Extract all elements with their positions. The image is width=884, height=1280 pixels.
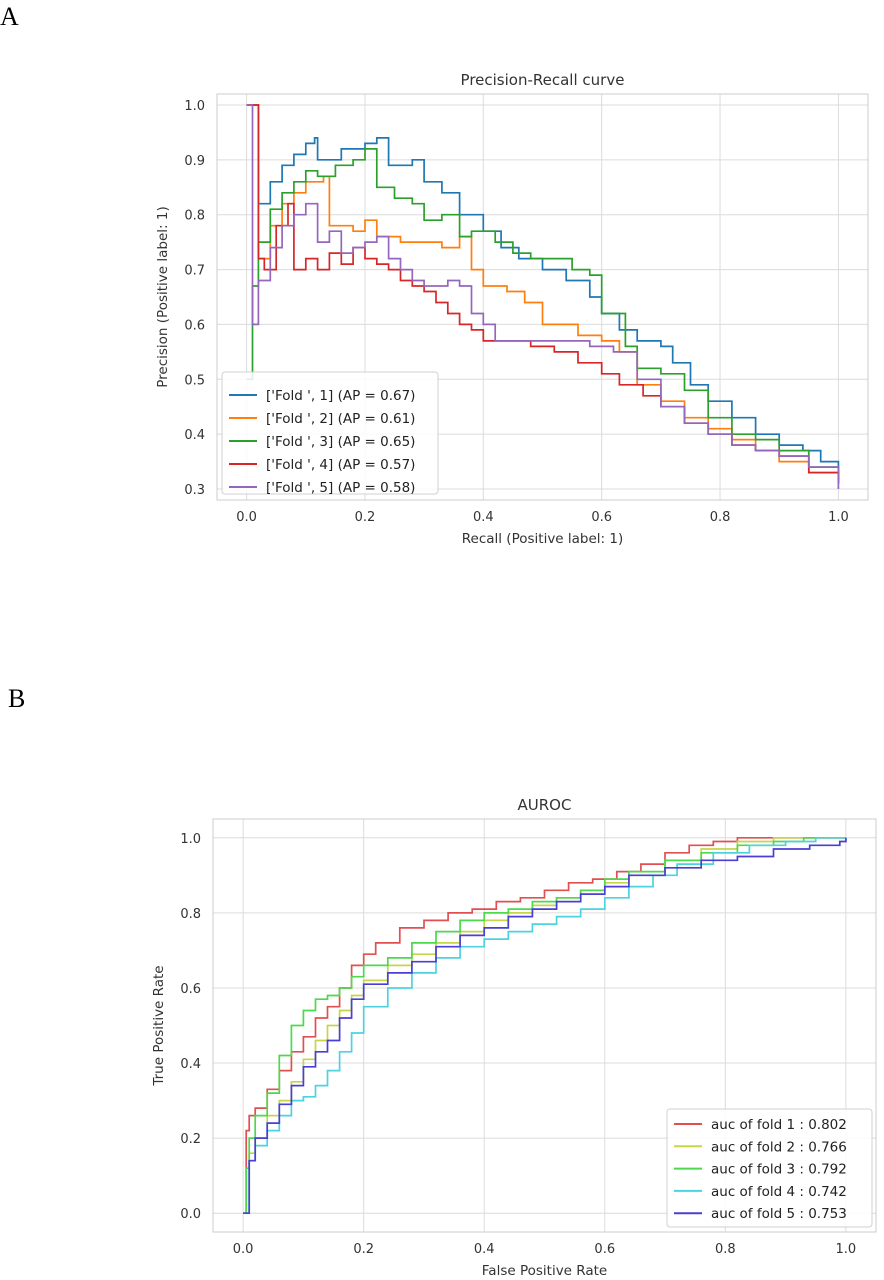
y-tick-label: 0.4 [184,428,205,443]
legend-label: auc of fold 5 : 0.753 [711,1206,847,1222]
legend-label: ['Fold ', 2] (AP = 0.61) [266,411,415,427]
legend-label: auc of fold 4 : 0.742 [711,1184,847,1200]
x-tick-label: 0.2 [355,510,376,525]
y-tick-label: 0.7 [184,264,205,279]
chart-1: 0.0 0.2 0.4 0.6 0.8 1.0 0.3 0.4 0.5 0.6 0.7 0.8 0.9 1… [155,71,869,547]
series-line-fold-5 [246,104,840,489]
x-tick-label: 0.4 [474,1242,495,1257]
chart-2: 0.0 0.2 0.4 0.6 0.8 1.0 0.0 0.2 0.4 0.6 0.8 1.0 AURO… [151,796,877,1279]
y-tick-label: 0.5 [184,373,205,388]
series-line-fold-1 [246,104,840,473]
panel-letter-b: B [8,684,26,713]
y-axis-label: True Positive Rate [151,965,167,1086]
y-axis-label: Precision (Positive label: 1) [155,206,171,387]
chart-title: AUROC [518,796,572,814]
legend-box [221,371,439,495]
y-tick-label: 0.8 [180,907,201,922]
plot-frame [216,93,869,501]
x-tick-label: 0.0 [233,1242,254,1257]
legend-label: auc of fold 2 : 0.766 [711,1139,847,1155]
series-line-fold-4 [243,836,846,1215]
y-tick-label: 0.6 [180,982,201,997]
x-tick-label: 1.0 [828,510,849,525]
y-tick-label: 0.8 [184,209,205,224]
y-tick-label: 0.9 [184,154,205,169]
x-axis-label: False Positive Rate [482,1263,607,1279]
x-tick-label: 0.2 [353,1242,374,1257]
x-tick-label: 0.8 [715,1242,736,1257]
series-line-fold-5 [243,837,847,1215]
x-tick-label: 1.0 [836,1242,857,1257]
x-tick-label: 0.8 [710,510,731,525]
y-tick-label: 1.0 [180,832,201,847]
series-line-fold-3 [243,836,846,1215]
x-tick-label: 0.6 [591,510,612,525]
y-tick-label: 0.3 [184,483,205,498]
x-axis-label: Recall (Positive label: 1) [462,531,624,547]
legend: ['Fold ', 1] (AP = 0.67) ['Fold ', 2] (AP… [221,371,439,496]
legend-label: ['Fold ', 5] (AP = 0.58) [266,480,415,496]
chart-title: Precision-Recall curve [461,71,625,89]
y-tick-label: 0.2 [180,1132,201,1147]
y-tick-label: 0.4 [180,1057,201,1072]
x-tick-label: 0.4 [473,510,494,525]
legend-box [666,1108,873,1228]
legend: auc of fold 1 : 0.802 auc of fold 2 : 0.7… [666,1108,873,1228]
x-tick-label: 0.6 [594,1242,615,1257]
legend-label: auc of fold 1 : 0.802 [711,1117,847,1133]
legend-label: ['Fold ', 4] (AP = 0.57) [266,457,415,473]
y-tick-label: 1.0 [184,99,205,114]
y-tick-label: 0.0 [180,1207,201,1222]
x-tick-label: 0.0 [236,510,257,525]
legend-label: auc of fold 3 : 0.792 [711,1162,847,1178]
legend-label: ['Fold ', 1] (AP = 0.67) [266,388,415,404]
panel-letter-a: A [0,2,19,31]
series-line-fold-3 [246,148,840,484]
legend-label: ['Fold ', 3] (AP = 0.65) [266,434,415,450]
y-tick-label: 0.6 [184,318,205,333]
plot-frame [212,818,877,1233]
